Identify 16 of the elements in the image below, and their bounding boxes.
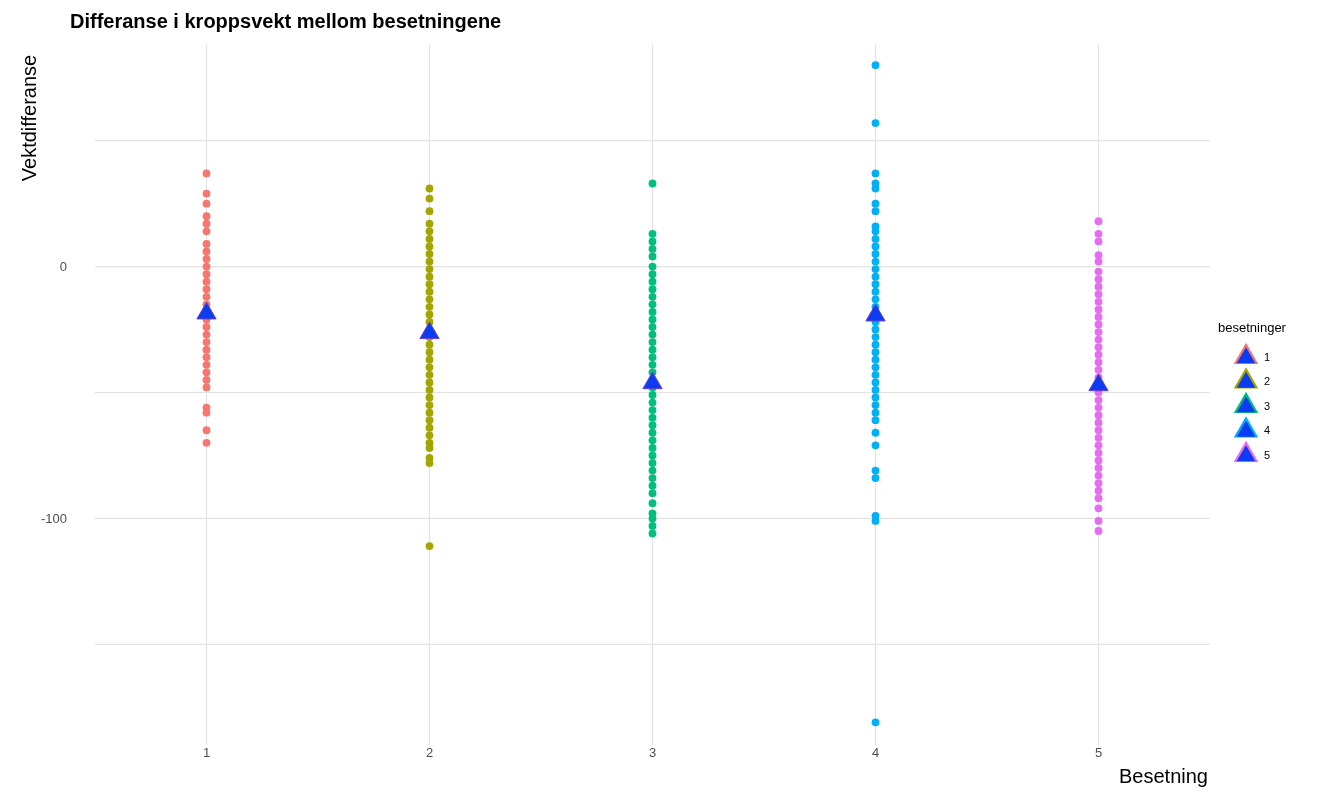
x-tick-label: 5 xyxy=(1094,745,1103,760)
x-axis-title: Besetning xyxy=(1119,765,1208,787)
legend-label: 5 xyxy=(1264,448,1271,461)
legend-label: 4 xyxy=(1264,424,1271,437)
y-tick-label: -100 xyxy=(40,510,67,526)
legend-label: 3 xyxy=(1264,399,1271,412)
y-axis-title: Vektdifferanse xyxy=(18,54,40,182)
x-tick-label: 2 xyxy=(425,745,434,760)
legend-title: besetninger xyxy=(1218,320,1287,335)
x-tick-label: 3 xyxy=(648,745,657,760)
y-tick-label: 0 xyxy=(59,259,67,275)
legend-label: 2 xyxy=(1264,375,1271,388)
x-tick-label: 4 xyxy=(871,745,880,760)
x-tick-label: 1 xyxy=(202,745,211,760)
legend-label: 1 xyxy=(1264,350,1271,363)
chart-title: Differanse i kroppsvekt mellom besetningene xyxy=(70,10,502,32)
